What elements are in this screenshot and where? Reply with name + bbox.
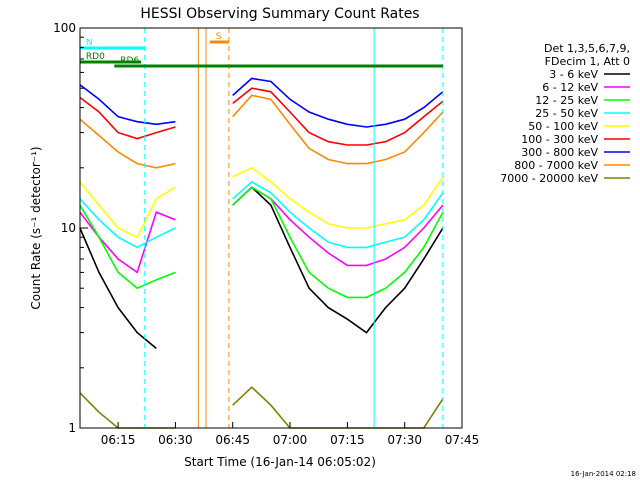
legend-label-3: 25 - 50 keV [535, 107, 598, 120]
legend-label-8: 7000 - 20000 keV [500, 172, 598, 185]
annotation-label-2: RD6 [120, 56, 139, 66]
series-line-2 [79, 186, 444, 299]
legend-label-2: 12 - 25 keV [535, 94, 598, 107]
x-tick-label-1: 06:30 [158, 433, 193, 447]
y-axis-label: Count Rate (s⁻¹ detector⁻¹) [29, 146, 43, 309]
chart-title: HESSI Observing Summary Count Rates [140, 6, 419, 22]
series-line-7 [79, 94, 444, 169]
legend: Det 1,3,5,6,7,9,FDecim 1, Att 03 - 6 keV… [500, 42, 630, 185]
annotation-label-0: N [86, 38, 93, 48]
x-tick-label-5: 07:30 [387, 433, 422, 447]
series-line-0 [79, 186, 444, 350]
vertical-markers-group [144, 28, 444, 428]
x-axis-ticks: 06:15 06:30 06:45 07:00 07:15 07:30 07:45 [101, 422, 479, 447]
legend-label-0: 3 - 6 keV [549, 68, 598, 81]
series-line-4 [79, 166, 444, 239]
legend-label-1: 6 - 12 keV [542, 81, 598, 94]
y-axis-ticks: 1 10 100 [53, 21, 88, 435]
x-tick-label-6: 07:45 [445, 433, 480, 447]
legend-header-1: FDecim 1, Att 0 [545, 55, 630, 68]
y-tick-label-0: 1 [68, 421, 76, 435]
legend-label-7: 800 - 7000 keV [514, 159, 598, 172]
footer-date: 16-Jan-2014 02:18 [571, 470, 636, 478]
x-tick-label-2: 06:45 [215, 433, 250, 447]
annotation-label-3: S [216, 32, 222, 42]
legend-label-6: 300 - 800 keV [521, 146, 598, 159]
x-axis-label: Start Time (16-Jan-14 06:05:02) [184, 455, 376, 469]
series-line-5 [79, 87, 444, 146]
legend-header-0: Det 1,3,5,6,7,9, [544, 42, 630, 55]
annotation-bars-group: N RD0 RD6 S [79, 32, 443, 68]
y-tick-label-1: 10 [61, 221, 76, 235]
legend-label-5: 100 - 300 keV [521, 133, 598, 146]
series-line-3 [79, 180, 444, 249]
y-tick-label-2: 100 [53, 21, 76, 35]
x-tick-label-3: 07:00 [273, 433, 308, 447]
x-tick-label-4: 07:15 [330, 433, 365, 447]
legend-label-4: 50 - 100 keV [528, 120, 598, 133]
x-tick-label-0: 06:15 [101, 433, 136, 447]
series-line-6 [79, 77, 444, 128]
annotation-label-1: RD0 [86, 52, 105, 62]
